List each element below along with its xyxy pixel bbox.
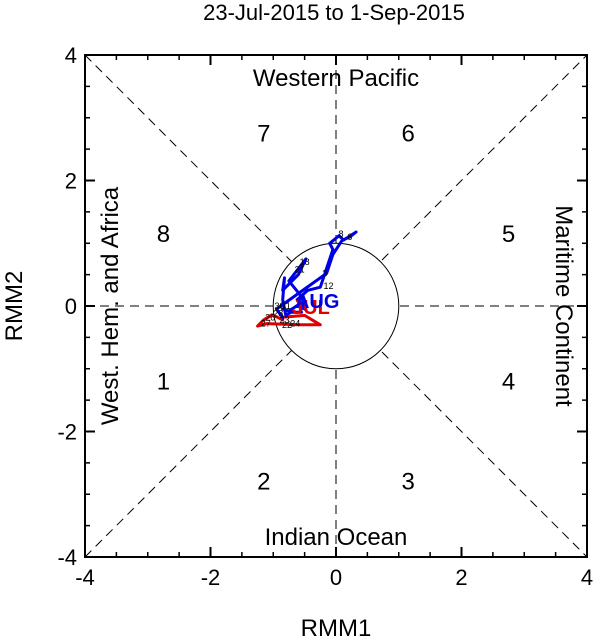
day-label: 24 bbox=[290, 319, 300, 329]
trajectory-point bbox=[331, 253, 335, 256]
day-label: 27 bbox=[261, 319, 271, 329]
y-tick-label: 0 bbox=[65, 294, 77, 319]
region-label-bottom: Indian Ocean bbox=[265, 524, 408, 551]
day-label: 8 bbox=[339, 229, 344, 239]
phase-label-4: 4 bbox=[502, 368, 515, 395]
trajectory-point bbox=[304, 257, 308, 261]
trajectory-point bbox=[348, 235, 351, 239]
trajectory-point bbox=[290, 311, 294, 314]
series-group bbox=[256, 230, 358, 328]
trajectory-point bbox=[265, 322, 269, 325]
trajectory-point bbox=[275, 307, 278, 311]
trajectory-point bbox=[284, 314, 287, 317]
region-label-left: West. Hem. and Africa bbox=[97, 186, 124, 425]
trajectory-point bbox=[281, 307, 284, 311]
trajectory-point bbox=[281, 298, 284, 301]
day-label: 3 bbox=[322, 268, 327, 278]
day-label: 18 bbox=[300, 257, 310, 267]
day-label: 26 bbox=[265, 312, 275, 322]
phase-label-2: 2 bbox=[257, 469, 270, 496]
trajectory-point bbox=[331, 248, 335, 251]
x-axis-ticks: -4 -2 0 2 4 bbox=[75, 55, 593, 590]
trajectory-point bbox=[297, 303, 300, 306]
day-label: 12 bbox=[323, 281, 333, 291]
day-label: 23 bbox=[280, 315, 290, 325]
trajectory-point bbox=[303, 307, 306, 311]
diagonal-dashed-line-2 bbox=[84, 54, 588, 558]
phase-label-3: 3 bbox=[401, 469, 414, 496]
y-tick-label: -2 bbox=[57, 420, 77, 445]
x-tick-label: 0 bbox=[330, 565, 342, 590]
day-label: 31 bbox=[281, 301, 291, 311]
month-label-aug: AUG bbox=[295, 291, 339, 313]
trajectory-point bbox=[297, 273, 300, 276]
day-label: 22 bbox=[282, 320, 292, 330]
day-label: 28 bbox=[273, 309, 283, 319]
y-tick-label: 2 bbox=[65, 169, 77, 194]
y-tick-label: 4 bbox=[65, 43, 77, 68]
day-label: 6 bbox=[347, 232, 352, 242]
trajectory-point bbox=[281, 316, 284, 319]
trajectory-point bbox=[287, 279, 291, 283]
plot-area: Western Pacific Indian Ocean West. Hem. … bbox=[84, 54, 588, 558]
trajectory-point bbox=[303, 314, 306, 317]
x-tick-label: 2 bbox=[455, 565, 467, 590]
trajectory-point bbox=[283, 276, 286, 279]
phase-label-1: 1 bbox=[157, 368, 170, 395]
phase-label-5: 5 bbox=[502, 221, 515, 248]
x-tick-label: -4 bbox=[75, 565, 95, 590]
trajectory-point bbox=[325, 272, 328, 275]
trajectory-point bbox=[342, 238, 345, 242]
trajectory-point bbox=[319, 286, 322, 289]
trajectory-point bbox=[300, 311, 303, 314]
unit-circle bbox=[272, 242, 400, 370]
trajectory-point bbox=[328, 242, 331, 245]
trajectory-point bbox=[281, 318, 284, 321]
x-axis-label: RMM1 bbox=[301, 615, 372, 640]
phase-label-7: 7 bbox=[257, 120, 270, 147]
region-label-right: Maritime Continent bbox=[550, 205, 577, 407]
trajectory-point bbox=[281, 289, 284, 292]
x-tick-label: -2 bbox=[201, 565, 221, 590]
trajectory-point bbox=[300, 295, 303, 298]
trajectory-point bbox=[256, 324, 259, 328]
x-tick-label: 4 bbox=[581, 565, 593, 590]
day-label: 30 bbox=[275, 301, 285, 311]
trajectory-point bbox=[262, 318, 265, 321]
chart-title: 23-Jul-2015 to 1-Sep-2015 bbox=[203, 0, 465, 25]
day-label: 21 bbox=[295, 265, 305, 275]
region-label-top: Western Pacific bbox=[253, 65, 419, 92]
trajectory-point bbox=[319, 323, 322, 326]
trajectory-point bbox=[297, 323, 300, 326]
trajectory-point bbox=[306, 289, 309, 292]
month-label-jul: JUL bbox=[292, 297, 330, 319]
trajectory-point bbox=[270, 313, 274, 316]
phase-label-8: 8 bbox=[157, 221, 170, 248]
phase-label-6: 6 bbox=[401, 120, 414, 147]
trajectory-point bbox=[295, 298, 299, 301]
y-axis-label: RMM2 bbox=[1, 271, 28, 342]
trajectory-point bbox=[337, 234, 341, 237]
trajectory-point bbox=[354, 230, 358, 234]
diagonal-dashed-line-1 bbox=[84, 54, 588, 558]
y-tick-label: -4 bbox=[57, 545, 77, 570]
trajectory-point bbox=[287, 309, 291, 313]
trajectory-point bbox=[300, 307, 303, 311]
